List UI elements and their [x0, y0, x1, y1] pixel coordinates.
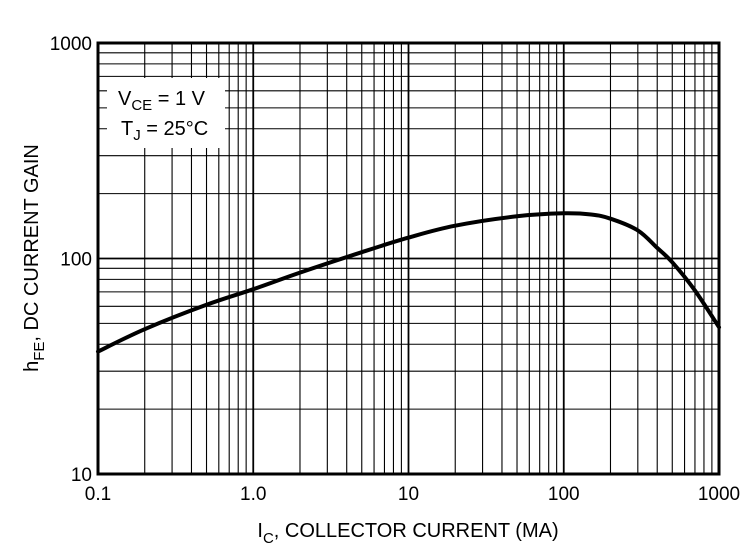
- x-tick-label: 1000: [698, 484, 740, 505]
- annotation-vce: VCE = 1 V: [118, 88, 206, 114]
- x-tick-label: 100: [548, 484, 580, 505]
- y-tick-label: 1000: [50, 34, 92, 55]
- x-axis-label: IC, COLLECTOR CURRENT (MA): [257, 520, 558, 547]
- grid: [98, 43, 719, 474]
- x-tick-label: 0.1: [85, 484, 111, 505]
- tick-labels: 0.1 1.0 10 100 1000 10 100 1000: [50, 34, 740, 505]
- plot-frame: [96, 41, 721, 476]
- series-line: [96, 211, 721, 354]
- annotation-box: [107, 78, 225, 148]
- y-axis-label: hFE, DC CURRENT GAIN: [21, 144, 48, 372]
- x-tick-label: 1.0: [240, 484, 266, 505]
- y-tick-label: 100: [60, 250, 92, 271]
- annotation-tj: TJ = 25°C: [121, 118, 208, 144]
- series-layer: [96, 211, 721, 354]
- x-tick-label: 10: [398, 484, 419, 505]
- y-tick-label: 10: [71, 465, 92, 486]
